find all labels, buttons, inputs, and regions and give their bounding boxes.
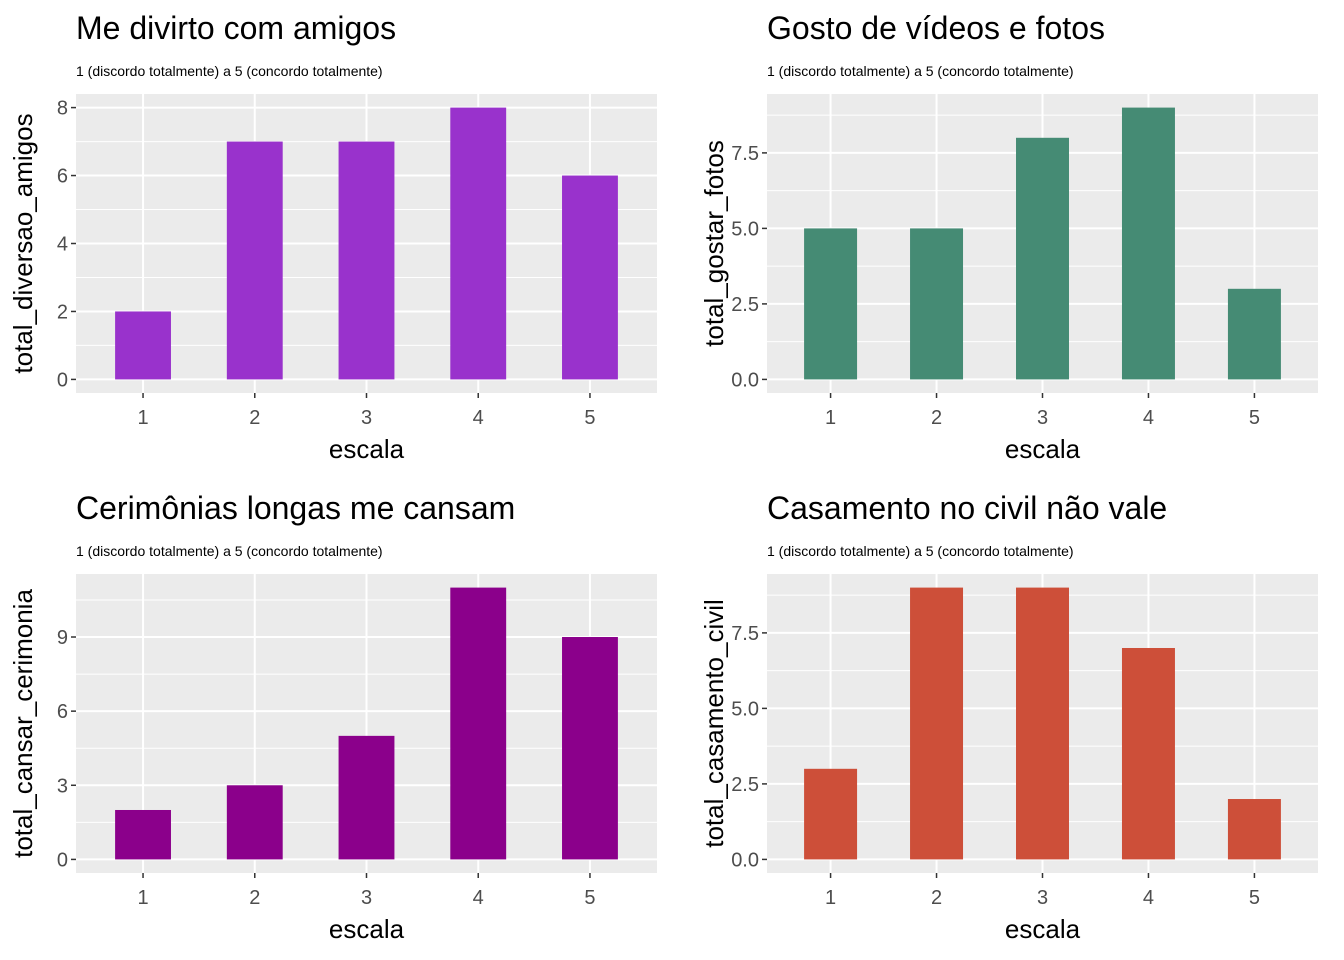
bar-1	[804, 228, 858, 380]
bar-5	[1227, 288, 1281, 380]
y-tick-label: 5.0	[731, 698, 759, 720]
bar-4	[450, 107, 507, 380]
bar-2	[226, 785, 283, 860]
x-tick-label: 3	[361, 407, 372, 429]
chart-subtitle: 1 (discordo totalmente) a 5 (concordo to…	[767, 543, 1074, 559]
bar-3	[338, 141, 395, 380]
y-axis-title: total_gostar_fotos	[699, 140, 729, 347]
y-tick-label: 0	[57, 849, 68, 871]
bar-4	[450, 587, 507, 860]
x-tick-label: 5	[584, 407, 595, 429]
chart-title: Cerimônias longas me cansam	[76, 490, 516, 526]
y-tick-label: 2.5	[731, 294, 759, 316]
bar-3	[338, 735, 395, 860]
chart-panel-casamento-civil: 0.0 2.5 5.0 7.5 1 2 3 4 5 escala total_casamento_c…	[672, 480, 1344, 960]
chart-subtitle: 1 (discordo totalmente) a 5 (concordo to…	[76, 63, 383, 79]
x-axis-title: escala	[1005, 434, 1081, 464]
chart-plot: 0.0 2.5 5.0 7.5 1 2 3 4 5 escala total_casamento_c…	[699, 574, 1318, 944]
x-tick-label: 1	[825, 407, 836, 429]
bar-2	[226, 141, 283, 380]
chart-subtitle: 1 (discordo totalmente) a 5 (concordo to…	[767, 63, 1074, 79]
bar-4	[1121, 107, 1175, 380]
bar-5	[1227, 799, 1281, 860]
x-tick-label: 4	[473, 887, 484, 909]
chart-panel-cansar-cerimonia: 0 3 6 9 1 2 3 4 5 escala total_cansar_cerimonia Ce…	[0, 480, 672, 960]
bar-5	[562, 175, 618, 380]
x-tick-label: 2	[931, 407, 942, 429]
x-tick-label: 3	[1037, 887, 1048, 909]
bar-1	[804, 768, 858, 860]
x-tick-label: 4	[473, 407, 484, 429]
chart-plot: 0.0 2.5 5.0 7.5 1 2 3 4 5 escala total_gostar_foto…	[699, 94, 1318, 464]
chart-plot: 0 2 4 6 8 1 2 3 4 5 escala total_diversao_amigos	[8, 94, 657, 464]
chart-title: Gosto de vídeos e fotos	[767, 10, 1105, 46]
bar-5	[562, 637, 618, 860]
y-tick-label: 5.0	[731, 218, 759, 240]
x-tick-label: 4	[1143, 407, 1154, 429]
x-tick-label: 1	[137, 887, 148, 909]
x-tick-label: 3	[361, 887, 372, 909]
y-tick-label: 0.0	[731, 849, 759, 871]
x-tick-label: 5	[1249, 407, 1260, 429]
y-tick-label: 0.0	[731, 369, 759, 391]
x-axis-title: escala	[329, 914, 405, 944]
y-tick-label: 7.5	[731, 143, 759, 165]
x-tick-label: 2	[249, 407, 260, 429]
chart-title: Me divirto com amigos	[76, 10, 397, 46]
x-tick-label: 3	[1037, 407, 1048, 429]
y-tick-label: 0	[57, 369, 68, 391]
y-tick-label: 2	[57, 301, 68, 323]
x-tick-label: 1	[137, 407, 148, 429]
x-tick-label: 2	[249, 887, 260, 909]
x-tick-label: 5	[584, 887, 595, 909]
chart-panel-diversao-amigos: 0 2 4 6 8 1 2 3 4 5 escala total_diversao_amigos Me…	[0, 0, 672, 480]
x-tick-label: 2	[931, 887, 942, 909]
y-tick-label: 3	[57, 775, 68, 797]
bar-2	[910, 587, 964, 860]
x-axis-title: escala	[329, 434, 405, 464]
y-tick-label: 6	[57, 166, 68, 188]
bar-2	[910, 228, 964, 380]
chart-title: Casamento no civil não vale	[767, 490, 1168, 526]
y-tick-label: 6	[57, 701, 68, 723]
y-tick-label: 2.5	[731, 774, 759, 796]
chart-panel-gostar-fotos: 0.0 2.5 5.0 7.5 1 2 3 4 5 escala total_gostar_foto…	[672, 0, 1344, 480]
chart-subtitle: 1 (discordo totalmente) a 5 (concordo to…	[76, 543, 383, 559]
y-tick-label: 4	[57, 234, 68, 256]
bar-1	[115, 311, 171, 380]
x-axis-title: escala	[1005, 914, 1081, 944]
y-tick-label: 9	[57, 627, 68, 649]
bar-3	[1016, 137, 1069, 380]
x-tick-label: 1	[825, 887, 836, 909]
y-tick-label: 7.5	[731, 623, 759, 645]
x-tick-label: 5	[1249, 887, 1260, 909]
y-tick-label: 8	[57, 98, 68, 120]
y-axis-title: total_diversao_amigos	[8, 113, 38, 373]
y-axis-title: total_casamento_civil	[699, 599, 729, 848]
bar-3	[1016, 587, 1069, 860]
bar-4	[1121, 647, 1175, 860]
x-tick-label: 4	[1143, 887, 1154, 909]
y-axis-title: total_cansar_cerimonia	[8, 589, 38, 858]
bar-1	[115, 809, 171, 860]
